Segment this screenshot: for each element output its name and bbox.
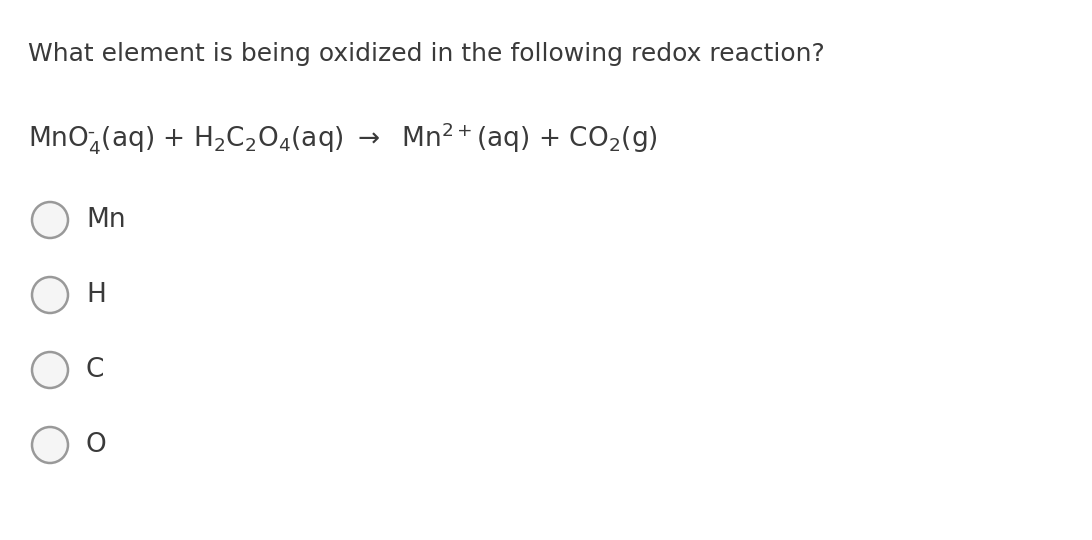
Text: Mn: Mn [86,207,126,233]
Text: MnO$_4^{\,\bar{}}$(aq) + H$_2$C$_2$O$_4$(aq) $\rightarrow$  Mn$^{2+}$(aq) + CO$_: MnO$_4^{\,\bar{}}$(aq) + H$_2$C$_2$O$_4$… [28,120,657,156]
Ellipse shape [32,202,68,238]
Ellipse shape [32,427,68,463]
Text: What element is being oxidized in the following redox reaction?: What element is being oxidized in the fo… [28,42,824,66]
Ellipse shape [32,352,68,388]
Text: H: H [86,282,106,308]
Ellipse shape [32,277,68,313]
Text: O: O [86,432,107,458]
Text: C: C [86,357,105,383]
